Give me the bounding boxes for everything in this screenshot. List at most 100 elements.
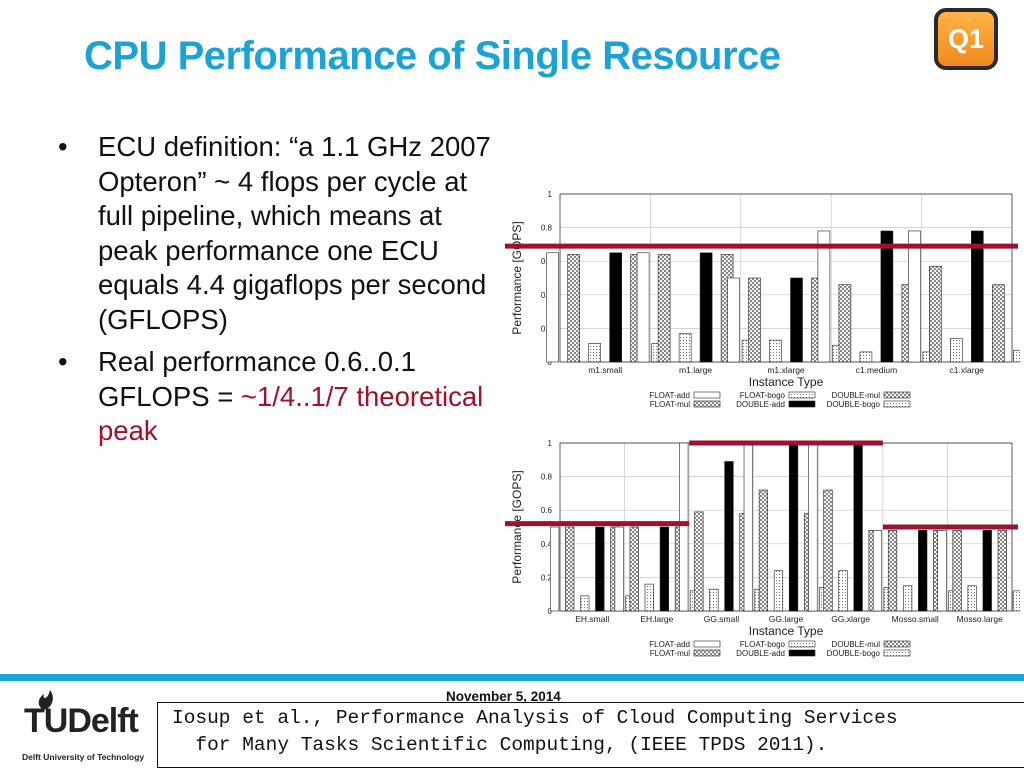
footer-bar [0,674,1024,681]
bar-float-bogo-m1-xlarge [769,339,782,363]
bar-double-add-c1-medium [880,230,894,363]
bar-float-add-mosso-small [872,530,883,612]
logo-subtitle: Delft University of Technology [22,752,145,762]
bar-float-bogo-eh-large [644,583,654,612]
bar-float-bogo-c1-xlarge [949,338,963,363]
legend-swatch [883,640,911,648]
bar-float-mul-m1-xlarge [748,277,761,363]
bar-float-add-gg-small [679,442,689,612]
bullet-dot-icon: • [58,131,68,162]
reference-box: Iosup et al., Performance Analysis of Cl… [157,702,1024,768]
bar-float-bogo-gg-small [709,588,719,612]
bullet-list: • ECU definition: “a 1.1 GHz 2007 Optero… [56,130,506,457]
bar-double-add-gg-large [788,444,799,612]
bar-float-add-gg-xlarge [808,442,818,612]
x-axis-label: Instance Type [749,624,824,638]
legend-label: FLOAT-bogo [740,391,786,400]
legend-label: DOUBLE-bogo [827,400,881,409]
bar-double-add-mosso-small [918,530,928,612]
legend-label: FLOAT-bogo [740,640,786,649]
slide-date: November 5, 2014 [446,689,561,704]
x-tick-label: m1.small [588,365,622,375]
bar-float-add-c1-medium [817,230,831,363]
bar-double-add-m1-large [699,252,713,363]
bar-double-add-m1-small [609,252,622,363]
bar-double-bogo-mosso-large [1012,590,1020,612]
legend-swatch [883,400,911,408]
bar-float-mul-c1-xlarge [928,265,942,363]
bar-double-add-eh-small [595,526,605,612]
bar-double-mul-mosso-large [997,530,1007,612]
bar-float-mul-mosso-small [887,530,898,612]
bar-float-bogo-mosso-large [967,585,977,612]
x-tick-label: EH.large [640,614,673,624]
x-tick-label: m1.large [679,365,712,375]
bar-float-add-c1-xlarge [907,230,921,363]
reference-line-2: for Many Tasks Scientific Computing, (IE… [172,734,828,756]
reference-line-1: Iosup et al., Performance Analysis of Cl… [172,707,898,729]
x-tick-label: GG.small [704,614,740,624]
y-tick-label: 0.8 [541,473,553,482]
flame-icon [38,690,53,710]
legend-swatch [788,400,816,408]
bar-double-add-eh-large [659,526,669,612]
bar-float-bogo-c1-medium [859,351,873,363]
bar-float-bogo-m1-large [678,333,692,363]
x-tick-label: Mosso.small [892,614,939,624]
y-tick-label: 1 [548,190,553,199]
x-tick-label: c1.xlarge [950,365,985,375]
y-tick-label: 0.2 [541,573,553,582]
bar-float-bogo-gg-large [773,570,784,612]
legend-label: FLOAT-add [649,640,690,649]
x-tick-label: Mosso.large [957,614,1004,624]
bar-float-mul-eh-large [629,526,639,612]
bar-float-add-eh-large [614,526,624,612]
legend-label: FLOAT-mul [650,400,691,409]
y-tick-label: 0 [548,358,553,367]
bar-float-mul-eh-small [565,526,575,612]
bar-float-bogo-m1-small [588,343,601,363]
legend-swatch [788,649,816,657]
x-axis-label: Instance Type [749,375,824,389]
bar-double-add-gg-small [724,461,734,612]
legend-swatch [693,400,721,408]
bar-float-mul-gg-large [758,489,769,612]
chart-top: Performance [GOPS]00.20.40.60.81m1.small… [505,190,1020,409]
bar-float-add-m1-xlarge [727,277,740,363]
bullet-highlight: ~1/4..1/7 theoretical peak [98,380,484,447]
bar-double-add-m1-xlarge [790,277,803,363]
bar-float-add-m1-large [636,252,650,363]
bar-float-mul-m1-large [657,254,671,363]
legend-label: DOUBLE-add [736,649,785,658]
x-tick-label: c1.medium [856,365,898,375]
legend-swatch [883,391,911,399]
x-tick-label: GG.large [769,614,804,624]
bar-float-mul-gg-xlarge [823,489,833,612]
legend-swatch [788,640,816,648]
bar-float-mul-c1-medium [838,284,852,363]
x-tick-label: m1.xlarge [767,365,805,375]
bar-double-bogo-c1-xlarge [1012,349,1020,363]
legend-swatch [693,391,721,399]
bar-float-bogo-mosso-small [903,585,913,612]
x-tick-label: GG.xlarge [831,614,870,624]
legend-label: DOUBLE-bogo [827,649,881,658]
bar-float-mul-m1-small [567,254,581,363]
y-tick-label: 0 [548,607,553,616]
bullet-text: Real performance 0.6..0.1 GFLOPS = [98,346,416,412]
chart-bottom: Performance [GOPS] 0 0.2 0.4 0.6 0.8 1 EH.small… [505,439,1020,658]
bullet-text: ECU definition: “a 1.1 GHz 2007 Opteron”… [98,131,491,335]
y-axis-label: Performance [GOPS] [510,470,524,583]
y-tick-label: 0.6 [541,506,553,515]
logo-text: TUDelft [24,702,139,740]
legend-label: DOUBLE-add [736,400,785,409]
legend-label: DOUBLE-mul [832,391,881,400]
bar-double-add-c1-xlarge [970,230,984,363]
legend-swatch [788,391,816,399]
legend-label: FLOAT-mul [650,649,691,658]
bullet-item-real-performance: • Real performance 0.6..0.1 GFLOPS = ~1/… [56,345,506,449]
legend-swatch [693,640,721,648]
y-axis-label: Performance [GOPS] [510,221,524,334]
y-tick-label: 0.4 [541,540,553,549]
bar-float-add-mosso-large [937,530,947,612]
